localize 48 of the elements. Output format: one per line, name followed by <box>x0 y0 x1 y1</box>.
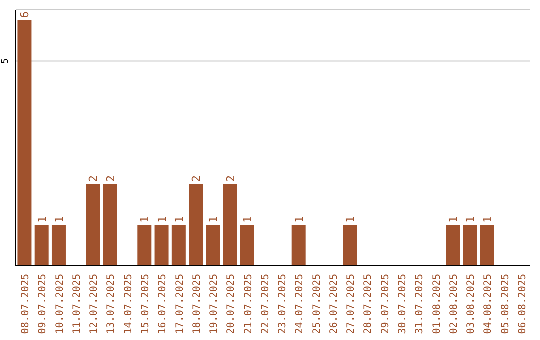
data-label: 1 <box>464 216 478 224</box>
x-tick-label: 30.07.2025 <box>398 274 408 334</box>
data-label: 1 <box>172 216 186 224</box>
x-tick-label: 02.08.2025 <box>448 274 460 334</box>
data-label: 1 <box>447 216 460 224</box>
x-tick-label: 20.07.2025 <box>226 274 238 334</box>
x-tick-label: 01.08.2025 <box>432 274 443 334</box>
x-tick-label: 13.07.2025 <box>106 274 118 334</box>
x-tick-label: 22.07.2025 <box>260 274 272 334</box>
data-label: 1 <box>52 216 66 224</box>
x-tick-label: 14.07.2025 <box>123 274 134 334</box>
data-label: 2 <box>87 175 100 182</box>
x-tick-label: 24.07.2025 <box>294 274 306 334</box>
x-tick-label: 03.08.2025 <box>466 274 478 334</box>
x-tick-label: 10.07.2025 <box>54 274 66 334</box>
data-label: 6 <box>18 12 32 18</box>
x-tick-label: 06.08.2025 <box>517 274 528 334</box>
data-label: 1 <box>292 216 306 224</box>
data-label: 2 <box>224 175 238 182</box>
x-tick-label: 15.07.2025 <box>140 274 152 334</box>
x-tick-label: 16.07.2025 <box>158 274 169 334</box>
x-tick-label: 11.07.2025 <box>72 274 83 334</box>
x-tick-label: 08.07.2025 <box>20 274 32 334</box>
y-tick-label: 5 <box>1 58 11 64</box>
data-label: 1 <box>207 216 220 224</box>
x-tick-label: 28.07.2025 <box>363 274 374 334</box>
x-tick-label: 18.07.2025 <box>192 274 203 334</box>
x-tick-label: 29.07.2025 <box>380 274 392 334</box>
x-tick-label: 04.08.2025 <box>483 274 494 334</box>
x-tick-label: 23.07.2025 <box>278 274 289 334</box>
x-tick-label: 19.07.2025 <box>209 274 220 334</box>
x-tick-label: 21.07.2025 <box>243 274 254 334</box>
data-label: 1 <box>36 216 49 224</box>
data-label: 2 <box>104 175 118 182</box>
x-tick-label: 09.07.2025 <box>38 274 49 334</box>
data-label: 1 <box>481 216 494 224</box>
data-label: 1 <box>344 216 358 224</box>
x-tick-label: 27.07.2025 <box>346 274 358 334</box>
x-tick-label: 05.08.2025 <box>500 274 512 334</box>
x-tick-label: 17.07.2025 <box>174 274 186 334</box>
data-label: 1 <box>156 216 169 224</box>
x-tick-label: 26.07.2025 <box>328 274 340 334</box>
x-tick-label: 31.07.2025 <box>414 274 426 334</box>
data-label: 1 <box>138 216 152 224</box>
data-label: 1 <box>241 216 254 224</box>
data-label: 2 <box>190 175 204 182</box>
x-tick-label: 12.07.2025 <box>89 274 100 334</box>
x-tick-label: 25.07.2025 <box>312 274 323 334</box>
